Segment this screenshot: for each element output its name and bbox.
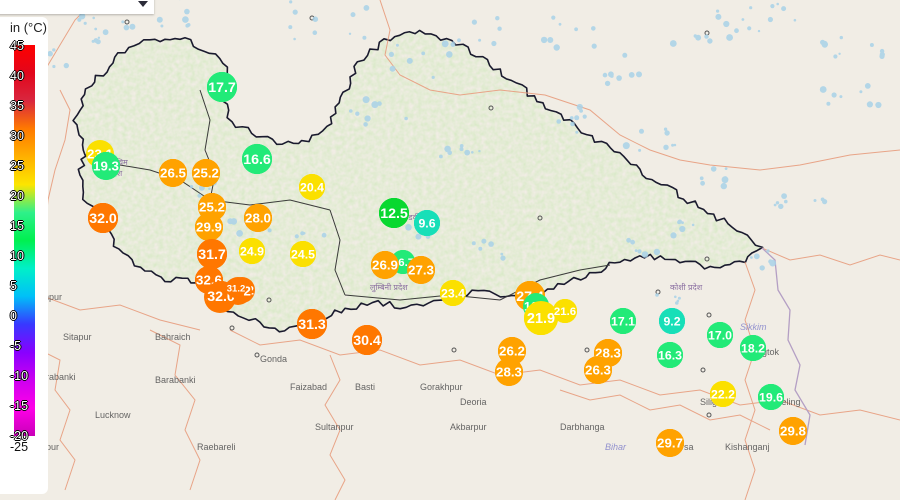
svg-text:24.5: 24.5 [291,247,315,261]
svg-text:Basti: Basti [355,382,375,392]
svg-text:Bahraich: Bahraich [155,332,191,342]
svg-text:31.2: 31.2 [227,284,246,295]
svg-text:कोशी प्रदेश: कोशी प्रदेश [670,282,703,292]
svg-text:28.3: 28.3 [496,365,522,380]
svg-text:Bihar: Bihar [605,442,627,452]
svg-text:25.2: 25.2 [199,200,225,215]
svg-text:9.2: 9.2 [663,314,680,328]
svg-text:17.7: 17.7 [208,80,236,96]
svg-text:29.9: 29.9 [196,220,222,235]
svg-text:Barabanki: Barabanki [155,375,196,385]
svg-text:28.0: 28.0 [245,211,271,226]
svg-text:20.4: 20.4 [300,180,324,194]
svg-text:18.2: 18.2 [741,341,765,355]
svg-text:23.4: 23.4 [441,286,465,300]
svg-text:32.0: 32.0 [89,211,117,227]
svg-text:22.2: 22.2 [711,387,735,401]
svg-text:17.0: 17.0 [708,328,732,342]
svg-text:29.8: 29.8 [780,424,806,439]
svg-text:16.3: 16.3 [658,348,682,362]
svg-text:Raebareli: Raebareli [197,442,236,452]
svg-text:12.5: 12.5 [380,206,408,222]
svg-text:17.1: 17.1 [611,314,635,328]
svg-text:Faizabad: Faizabad [290,382,327,392]
svg-text:9.6: 9.6 [418,216,435,230]
svg-text:31.7: 31.7 [198,247,226,263]
svg-text:लुम्बिनी प्रदेश: लुम्बिनी प्रदेश [370,282,408,293]
svg-text:26.5: 26.5 [160,166,186,181]
svg-text:21.6: 21.6 [554,306,576,318]
svg-text:26.2: 26.2 [499,344,525,359]
svg-text:24.9: 24.9 [240,244,264,258]
svg-text:21.9: 21.9 [527,311,555,327]
svg-text:Sultanpur: Sultanpur [315,422,354,432]
svg-text:Darbhanga: Darbhanga [560,422,605,432]
svg-text:26.3: 26.3 [585,363,611,378]
svg-text:Kishanganj: Kishanganj [725,442,770,452]
svg-text:31.3: 31.3 [298,317,326,333]
svg-text:Lucknow: Lucknow [95,410,131,420]
svg-text:29.7: 29.7 [657,436,683,451]
svg-text:Sikkim: Sikkim [740,322,767,332]
svg-text:16.6: 16.6 [243,152,271,168]
svg-text:Gonda: Gonda [260,354,287,364]
svg-text:25.2: 25.2 [193,166,219,181]
svg-text:30.4: 30.4 [353,333,381,349]
svg-text:19.6: 19.6 [759,390,783,404]
svg-text:Gorakhpur: Gorakhpur [420,382,463,392]
svg-text:Akbarpur: Akbarpur [450,422,487,432]
svg-text:19.3: 19.3 [93,159,119,174]
svg-text:Sitapur: Sitapur [63,332,92,342]
svg-text:Deoria: Deoria [460,397,487,407]
svg-text:26.9: 26.9 [372,258,398,273]
svg-text:27.3: 27.3 [408,263,434,278]
